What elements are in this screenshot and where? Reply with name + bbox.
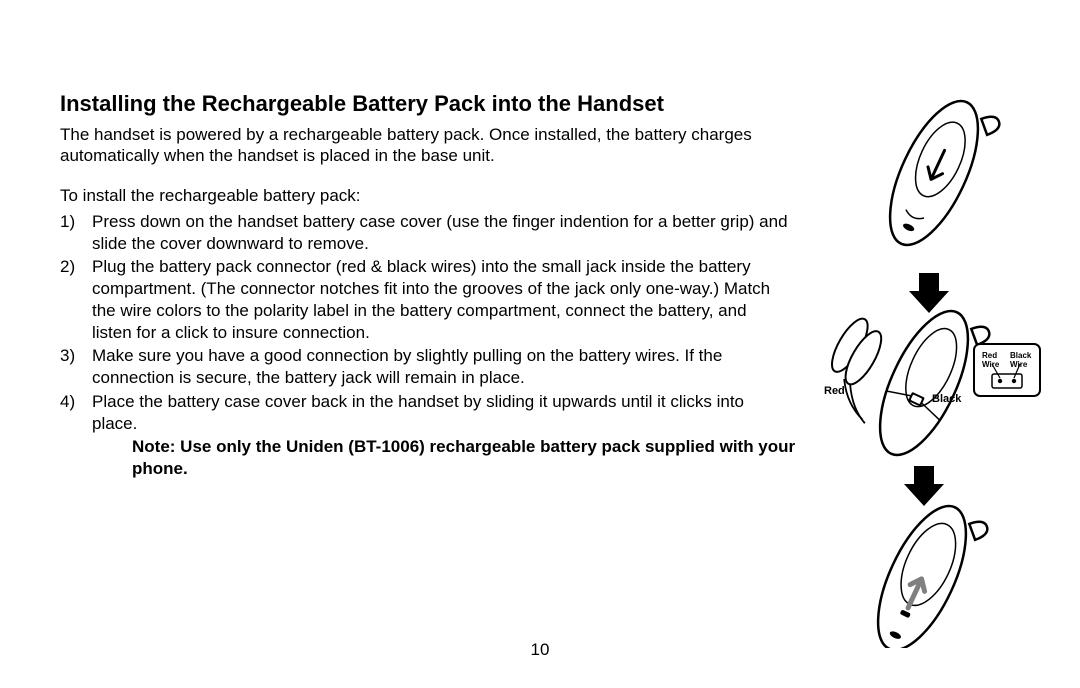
step-item: 4) Place the battery case cover back in …: [60, 391, 800, 435]
steps-lead: To install the rechargeable battery pack…: [60, 185, 800, 207]
text-column: Installing the Rechargeable Battery Pack…: [60, 90, 800, 480]
steps-list: 1) Press down on the handset battery cas…: [60, 211, 800, 435]
step-text: Press down on the handset battery case c…: [92, 211, 800, 255]
step-item: 1) Press down on the handset battery cas…: [60, 211, 800, 255]
step-number: 1): [60, 211, 92, 255]
callout-black: Black: [1010, 351, 1032, 360]
step-number: 3): [60, 345, 92, 389]
step-number: 4): [60, 391, 92, 435]
callout-wire1: Wire: [982, 360, 1000, 369]
step-text: Plug the battery pack connector (red & b…: [92, 256, 800, 343]
step-item: 3) Make sure you have a good connection …: [60, 345, 800, 389]
step-text: Place the battery case cover back in the…: [92, 391, 800, 435]
label-red: Red: [824, 385, 845, 397]
page-title: Installing the Rechargeable Battery Pack…: [60, 90, 800, 118]
step-text: Make sure you have a good connection by …: [92, 345, 800, 389]
intro-paragraph: The handset is powered by a rechargeable…: [60, 124, 800, 168]
note-paragraph: Note: Use only the Uniden (BT-1006) rech…: [60, 436, 800, 480]
handset-figure: Red Black Red Black Wire Wire: [814, 88, 1044, 648]
callout-red: Red: [982, 351, 997, 360]
step-item: 2) Plug the battery pack connector (red …: [60, 256, 800, 343]
label-black: Black: [932, 393, 962, 405]
manual-page: Installing the Rechargeable Battery Pack…: [0, 0, 1080, 688]
step-number: 2): [60, 256, 92, 343]
